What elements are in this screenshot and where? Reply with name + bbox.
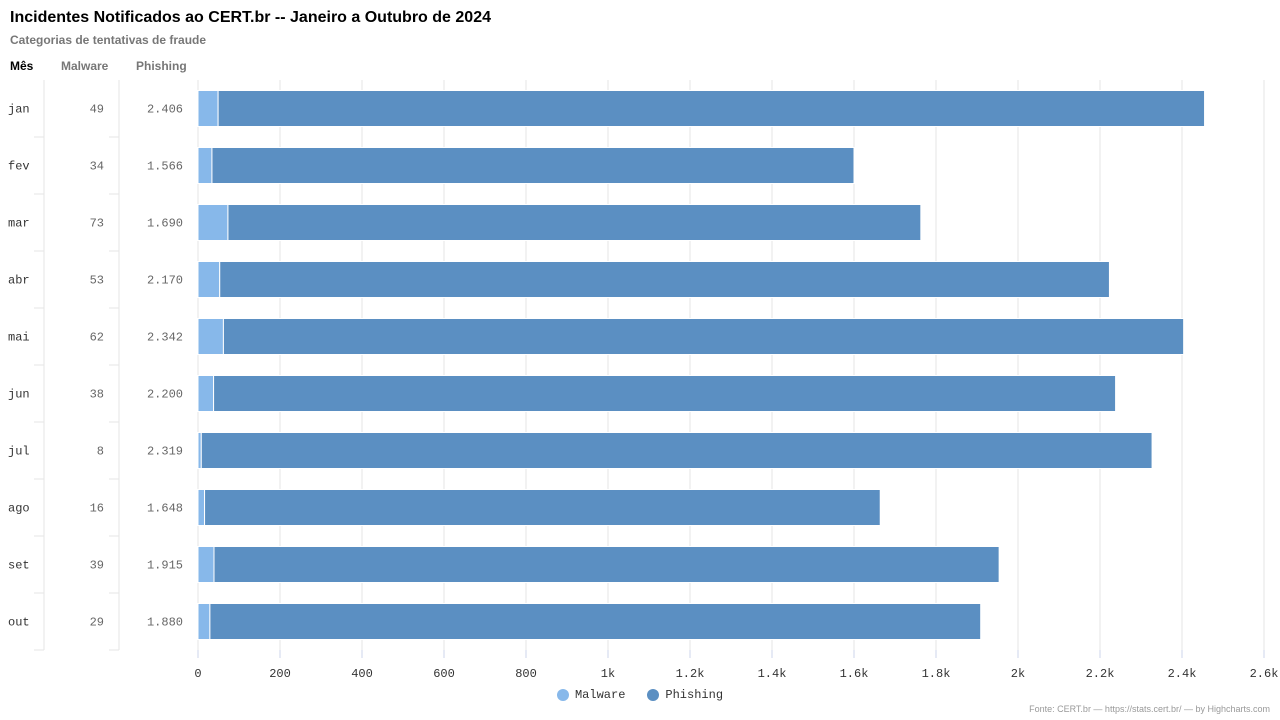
- phishing-value-cell: 2.319: [147, 445, 183, 459]
- x-tick-label: 1.2k: [676, 667, 705, 681]
- category-label: jun: [8, 388, 30, 402]
- bar-phishing-out: [209, 603, 982, 640]
- legend-label-phishing: Phishing: [665, 688, 724, 702]
- phishing-value-cell: 1.648: [147, 502, 183, 516]
- bar-phishing-ago: [204, 489, 881, 526]
- category-label: jan: [8, 103, 30, 117]
- column-header-phishing: Phishing: [136, 59, 187, 73]
- category-label: ago: [8, 502, 30, 516]
- malware-value-cell: 62: [90, 331, 104, 345]
- phishing-value-cell: 1.915: [147, 559, 183, 573]
- chart-credits[interactable]: Fonte: CERT.br — https://stats.cert.br/ …: [1029, 704, 1270, 714]
- category-label: fev: [8, 160, 30, 174]
- phishing-value-cell: 2.406: [147, 103, 183, 117]
- malware-value-cell: 29: [90, 616, 104, 630]
- x-tick-label: 600: [433, 667, 455, 681]
- malware-value-cell: 38: [90, 388, 104, 402]
- x-tick-label: 2.6k: [1250, 667, 1279, 681]
- malware-value-cell: 39: [90, 559, 104, 573]
- bar-malware-jun: [197, 375, 215, 412]
- legend-dot-phishing: [647, 689, 660, 701]
- category-label: abr: [8, 274, 30, 288]
- bar-malware-fev: [197, 147, 213, 184]
- bar-phishing-fev: [211, 147, 855, 184]
- bar-phishing-jan: [217, 90, 1206, 127]
- x-tick-label: 1.4k: [758, 667, 787, 681]
- x-tick-label: 1k: [601, 667, 615, 681]
- bar-malware-jan: [197, 90, 219, 127]
- phishing-value-cell: 2.342: [147, 331, 183, 345]
- phishing-value-cell: 2.200: [147, 388, 183, 402]
- x-tick-label: 1.8k: [922, 667, 951, 681]
- x-tick-label: 0: [194, 667, 201, 681]
- x-tick-label: 400: [351, 667, 373, 681]
- x-tick-label: 200: [269, 667, 291, 681]
- phishing-value-cell: 1.880: [147, 616, 183, 630]
- phishing-value-cell: 1.566: [147, 160, 183, 174]
- legend-item-phishing[interactable]: Phishing: [647, 688, 723, 702]
- bar-phishing-mar: [227, 204, 922, 241]
- x-tick-label: 2k: [1011, 667, 1025, 681]
- category-label: mai: [8, 331, 30, 345]
- bar-malware-abr: [197, 261, 221, 298]
- bar-malware-mai: [197, 318, 224, 355]
- x-tick-label: 800: [515, 667, 537, 681]
- bar-malware-ago: [197, 489, 206, 526]
- category-label: mar: [8, 217, 30, 231]
- bar-malware-mar: [197, 204, 229, 241]
- legend-label-malware: Malware: [574, 688, 626, 702]
- bar-phishing-set: [213, 546, 1000, 583]
- bar-phishing-mai: [222, 318, 1185, 355]
- bar-phishing-jun: [213, 375, 1117, 412]
- malware-value-cell: 49: [90, 103, 104, 117]
- bar-phishing-jul: [200, 432, 1153, 469]
- chart-title: Incidentes Notificados ao CERT.br -- Jan…: [10, 9, 491, 26]
- malware-value-cell: 8: [97, 445, 104, 459]
- phishing-value-cell: 1.690: [147, 217, 183, 231]
- category-label: set: [8, 559, 30, 573]
- malware-value-cell: 73: [90, 217, 104, 231]
- malware-value-cell: 16: [90, 502, 104, 516]
- category-label: jul: [8, 445, 30, 459]
- bar-phishing-abr: [219, 261, 1110, 298]
- category-label: out: [8, 616, 30, 630]
- x-tick-label: 2.4k: [1168, 667, 1197, 681]
- chart-subtitle: Categorias de tentativas de fraude: [10, 33, 207, 47]
- x-tick-label: 2.2k: [1086, 667, 1115, 681]
- legend-item-malware[interactable]: Malware: [556, 688, 626, 702]
- malware-value-cell: 34: [90, 160, 104, 174]
- malware-value-cell: 53: [90, 274, 104, 288]
- column-header-month: Mês: [10, 59, 34, 73]
- chart-legend: Malware Phishing: [0, 688, 1280, 702]
- column-header-malware: Malware: [61, 59, 109, 73]
- x-tick-label: 1.6k: [840, 667, 869, 681]
- legend-dot-malware: [556, 689, 569, 701]
- bar-malware-out: [197, 603, 211, 640]
- bar-malware-set: [197, 546, 215, 583]
- phishing-value-cell: 2.170: [147, 274, 183, 288]
